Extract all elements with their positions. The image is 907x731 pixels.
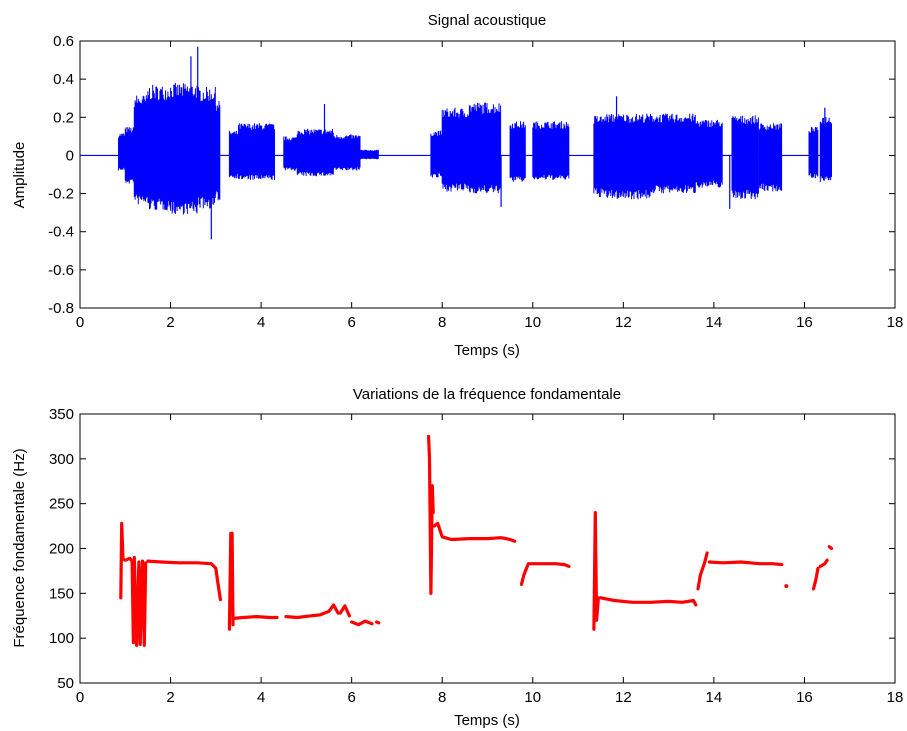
amplitude-chart: Signal acoustique Temps (s) Amplitude 0 2… bbox=[11, 12, 903, 359]
x-tick-label: 2 bbox=[166, 314, 174, 331]
waveform-segment bbox=[124, 127, 135, 184]
waveform-segment bbox=[695, 119, 723, 188]
f0-series bbox=[119, 434, 834, 647]
waveform-segment bbox=[215, 101, 221, 201]
waveform-segment bbox=[118, 133, 126, 171]
y-tick-label: 100 bbox=[49, 630, 74, 647]
y-tick-label: 0.2 bbox=[53, 109, 74, 126]
x-tick-label: 8 bbox=[438, 689, 446, 706]
waveform-segment bbox=[197, 86, 216, 209]
y-tick-label: 350 bbox=[49, 406, 74, 423]
x-tick-label: 16 bbox=[796, 689, 813, 706]
waveform-series bbox=[80, 46, 832, 240]
x-axis-label: Temps (s) bbox=[454, 712, 520, 729]
chart-title: Signal acoustique bbox=[428, 12, 546, 29]
x-tick-label: 10 bbox=[524, 689, 541, 706]
f0-segment bbox=[119, 521, 135, 645]
plot-area bbox=[79, 413, 896, 684]
x-tick-label: 2 bbox=[166, 689, 174, 706]
x-tick-label: 6 bbox=[347, 689, 355, 706]
f0-segment bbox=[232, 614, 279, 621]
y-tick-label: 200 bbox=[49, 541, 74, 558]
f0-point bbox=[784, 584, 789, 589]
waveform-segment bbox=[532, 121, 570, 180]
waveform-segment bbox=[468, 102, 502, 194]
y-tick-label: -0.8 bbox=[48, 300, 74, 317]
chart-title: Variations de la fréquence fondamentale bbox=[353, 386, 621, 403]
x-tick-label: 18 bbox=[887, 314, 904, 331]
y-tick-label: 150 bbox=[49, 585, 74, 602]
x-tick-label: 0 bbox=[76, 314, 84, 331]
f0-segment bbox=[375, 620, 381, 625]
y-tick-label: -0.4 bbox=[48, 224, 74, 241]
f0-segment bbox=[146, 559, 222, 602]
x-tick-label: 12 bbox=[615, 689, 632, 706]
f0-chart: Variations de la fréquence fondamentale … bbox=[11, 386, 903, 729]
f0-segment bbox=[427, 434, 435, 595]
waveform-segment bbox=[238, 123, 275, 180]
waveform-segment bbox=[333, 134, 361, 171]
waveform-segment bbox=[147, 84, 171, 211]
x-tick-label: 4 bbox=[257, 689, 265, 706]
x-tick-label: 12 bbox=[615, 314, 632, 331]
x-tick-label: 14 bbox=[706, 689, 723, 706]
f0-segment bbox=[350, 619, 374, 627]
waveform-segment bbox=[731, 115, 759, 200]
waveform-segment bbox=[441, 107, 470, 192]
f0-segment bbox=[707, 560, 784, 567]
waveform-segment bbox=[228, 130, 239, 179]
waveform-segment bbox=[604, 113, 651, 200]
y-axis-label: Fréquence fondamentale (Hz) bbox=[11, 448, 28, 647]
x-tick-label: 6 bbox=[347, 314, 355, 331]
waveform-segment bbox=[360, 149, 379, 160]
f0-segment bbox=[227, 531, 235, 631]
f0-segment bbox=[432, 521, 517, 543]
f0-segment bbox=[696, 551, 709, 591]
y-tick-label: -0.6 bbox=[48, 262, 74, 279]
f0-segment bbox=[811, 566, 820, 591]
f0-segment bbox=[338, 604, 351, 618]
f0-segment bbox=[592, 510, 601, 631]
x-tick-label: 4 bbox=[257, 314, 265, 331]
x-tick-label: 10 bbox=[524, 314, 541, 331]
f0-segment bbox=[284, 603, 340, 620]
x-tick-label: 18 bbox=[887, 689, 904, 706]
waveform-segment bbox=[509, 121, 526, 182]
y-tick-label: 50 bbox=[57, 675, 74, 692]
f0-segment bbox=[519, 562, 571, 587]
waveform-segment bbox=[170, 83, 198, 215]
waveform-segment bbox=[296, 128, 334, 177]
y-tick-label: 250 bbox=[49, 496, 74, 513]
x-axis-label: Temps (s) bbox=[454, 342, 520, 359]
x-tick-label: 16 bbox=[796, 314, 813, 331]
y-axis-label: Amplitude bbox=[11, 142, 28, 209]
y-tick-label: 300 bbox=[49, 451, 74, 468]
waveform-segment bbox=[819, 117, 832, 182]
x-tick-label: 8 bbox=[438, 314, 446, 331]
y-tick-label: 0.6 bbox=[53, 33, 74, 50]
waveform-segment bbox=[430, 130, 443, 178]
waveform-segment bbox=[758, 123, 783, 192]
x-tick-label: 0 bbox=[76, 689, 84, 706]
waveform-segment bbox=[133, 95, 148, 205]
f0-segment bbox=[818, 558, 829, 569]
f0-segment bbox=[827, 545, 834, 551]
f0-segment bbox=[599, 596, 698, 607]
y-tick-label: 0 bbox=[66, 147, 74, 164]
x-tick-label: 14 bbox=[706, 314, 723, 331]
waveform-segment bbox=[593, 116, 606, 197]
waveform-segment bbox=[650, 113, 696, 194]
waveform-segment bbox=[283, 136, 298, 171]
y-tick-label: -0.2 bbox=[48, 186, 74, 203]
waveform-segment bbox=[808, 126, 819, 179]
y-tick-label: 0.4 bbox=[53, 71, 74, 88]
f0-segment bbox=[132, 555, 148, 647]
